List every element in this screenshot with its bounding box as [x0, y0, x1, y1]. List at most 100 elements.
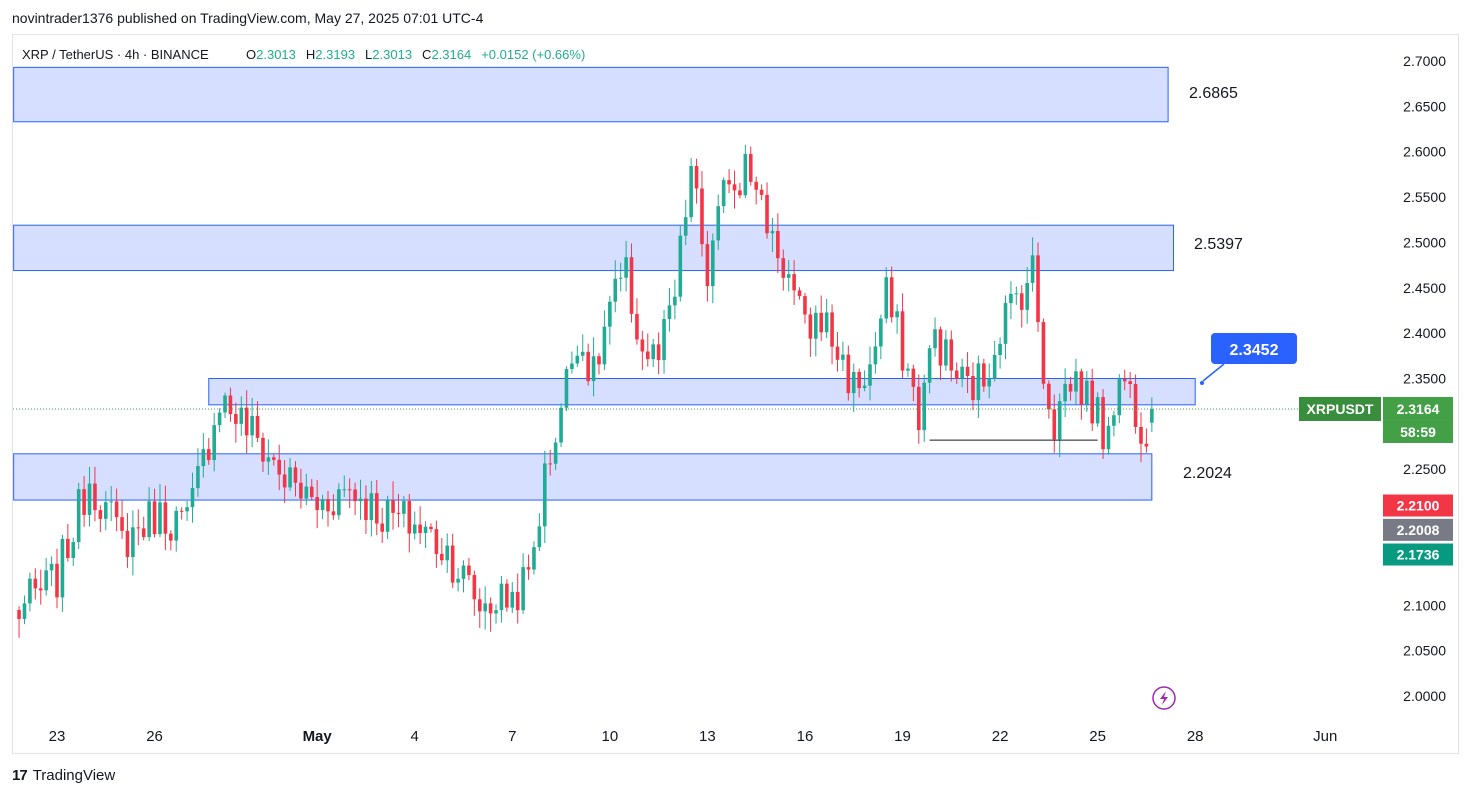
candle-body	[98, 510, 103, 519]
candle-body	[624, 257, 628, 278]
footer[interactable]: 17 TradingView	[12, 767, 115, 784]
candle-body	[1139, 426, 1143, 444]
candle-body	[1009, 293, 1013, 304]
callout-dot	[1200, 381, 1204, 385]
callout-pointer	[1202, 363, 1225, 382]
candle-body	[1025, 282, 1029, 310]
candle-body	[1063, 383, 1067, 402]
candle-body	[884, 277, 889, 319]
candle-body	[320, 499, 325, 511]
candle-body	[76, 489, 81, 543]
candle-body	[505, 583, 509, 608]
candle-body	[196, 466, 200, 489]
zones-layer	[13, 66, 1196, 501]
candle-body	[754, 181, 758, 190]
candle-body	[407, 501, 412, 534]
candle-body	[998, 343, 1002, 355]
countdown-label-box	[1383, 420, 1453, 443]
candle-body	[580, 351, 585, 356]
candle-body	[1036, 255, 1040, 323]
y-tick-label: 2.1000	[1403, 597, 1446, 613]
candle-body	[342, 489, 347, 491]
candle-body	[483, 603, 487, 612]
candle-body	[640, 339, 645, 352]
candle-body	[857, 371, 861, 389]
candle-body	[250, 415, 254, 436]
countdown-label: 58:59	[1400, 424, 1436, 440]
candle-body	[461, 565, 466, 579]
candle-body	[629, 257, 634, 314]
candle-body	[906, 368, 910, 371]
candle-body	[705, 244, 710, 287]
x-tick-label: 26	[146, 728, 163, 745]
overlay-layer: 2.6865 2.5397 2.2024 2.3452	[13, 85, 1380, 710]
x-tick-label: May	[303, 728, 333, 745]
y-tick-label: 2.5500	[1403, 189, 1446, 205]
candle-body	[477, 599, 482, 612]
candle-body	[591, 356, 596, 382]
candle-body	[244, 407, 249, 436]
candle-body	[412, 524, 417, 534]
candle-body	[22, 603, 27, 619]
candle-body	[87, 483, 92, 515]
candle-body	[819, 312, 824, 333]
candle-body	[586, 351, 590, 382]
candle-body	[1057, 401, 1062, 440]
candle-body	[223, 395, 227, 413]
candle-body	[851, 371, 856, 394]
candle-body	[185, 507, 189, 512]
candle-body	[450, 545, 455, 583]
candle-body	[944, 339, 948, 366]
candle-body	[60, 538, 65, 598]
candle-body	[1150, 408, 1154, 423]
candle-body	[1133, 384, 1138, 427]
y-tick-label: 2.4500	[1403, 280, 1446, 296]
candle-body	[987, 378, 992, 387]
candle-body	[158, 502, 162, 535]
published-line: novintrader1376 published on TradingView…	[12, 10, 484, 26]
candle-body	[494, 610, 498, 614]
candle-body	[938, 329, 943, 366]
y-tick-label: 2.6500	[1403, 98, 1446, 114]
candle-body	[364, 498, 368, 521]
ohlc-values: O2.3013 H2.3193 L2.3013 C2.3164 +0.0152 (+0.…	[246, 47, 585, 62]
red-price-label-box	[1383, 494, 1453, 517]
zone-label-3: 2.2024	[1183, 465, 1232, 482]
candle-body	[499, 583, 504, 611]
candle-body	[645, 351, 650, 360]
candle-body	[543, 463, 547, 527]
candle-body	[66, 538, 70, 558]
candle-body	[954, 370, 959, 379]
candle-body	[553, 442, 558, 464]
candle-body	[651, 344, 655, 360]
zone-label-1: 2.5397	[1194, 236, 1243, 253]
red-price-label: 2.2100	[1397, 498, 1440, 514]
candle-body	[841, 354, 845, 360]
candle-body	[396, 512, 401, 514]
candle-body	[835, 346, 840, 360]
candle-body	[1014, 293, 1019, 295]
candle-body	[673, 296, 677, 306]
candles-layer	[17, 144, 1154, 638]
candle-body	[136, 527, 141, 529]
candle-body	[93, 483, 97, 511]
candle-body	[423, 526, 428, 534]
candle-body	[152, 501, 157, 535]
candle-body	[683, 217, 688, 236]
candle-body	[1085, 380, 1089, 405]
teal-price-label: 2.1736	[1397, 547, 1440, 563]
candle-body	[1101, 397, 1105, 450]
candle-body	[510, 591, 515, 608]
candle-body	[429, 526, 433, 530]
candle-body	[873, 346, 878, 365]
candle-body	[656, 344, 661, 361]
candle-body	[781, 258, 786, 278]
candle-body	[830, 312, 834, 347]
y-tick-label: 2.2500	[1403, 461, 1446, 477]
candle-body	[927, 348, 932, 383]
candle-body	[169, 533, 173, 541]
candle-body	[277, 459, 282, 475]
candle-body	[738, 190, 742, 196]
candle-body	[862, 385, 867, 389]
